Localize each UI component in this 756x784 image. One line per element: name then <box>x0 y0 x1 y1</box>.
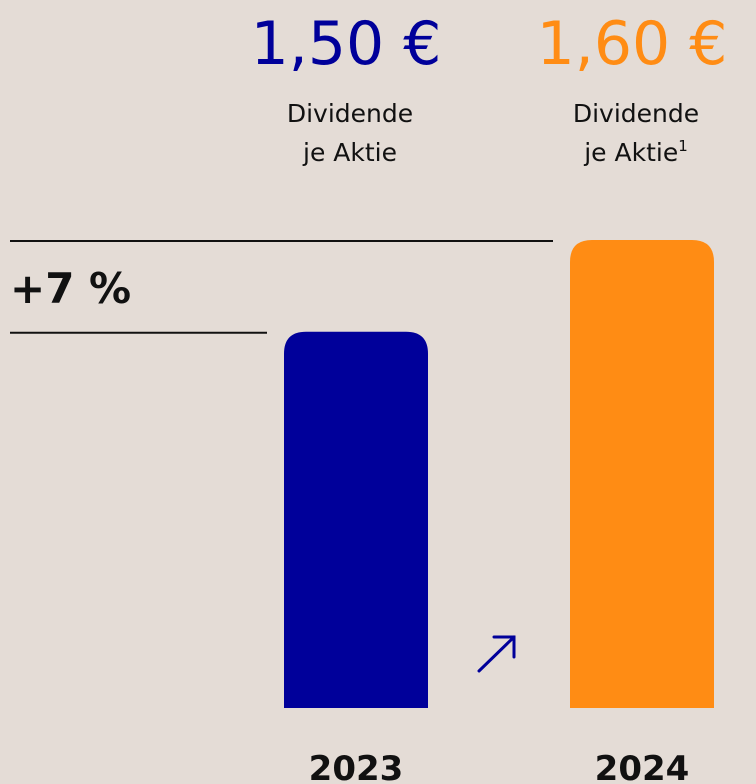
bar <box>284 331 428 708</box>
value-label: 1,50 € <box>251 9 442 79</box>
footnote-mark: 1 <box>678 137 688 155</box>
x-tick-label: 2024 <box>595 749 690 784</box>
annotation: +7 % <box>10 264 131 313</box>
bar <box>570 240 714 708</box>
caption-line: Dividende <box>287 99 413 128</box>
x-tick-label: 2023 <box>309 749 404 784</box>
value-label: 1,60 € <box>537 9 728 79</box>
caption-line: je Aktie <box>302 138 397 167</box>
caption-line: je Aktie <box>583 138 678 167</box>
caption-line: Dividende <box>573 99 699 128</box>
caption: Dividende je Aktie1 <box>573 99 699 167</box>
growth-arrow <box>477 635 516 673</box>
caption: Dividende je Aktie <box>287 99 413 167</box>
